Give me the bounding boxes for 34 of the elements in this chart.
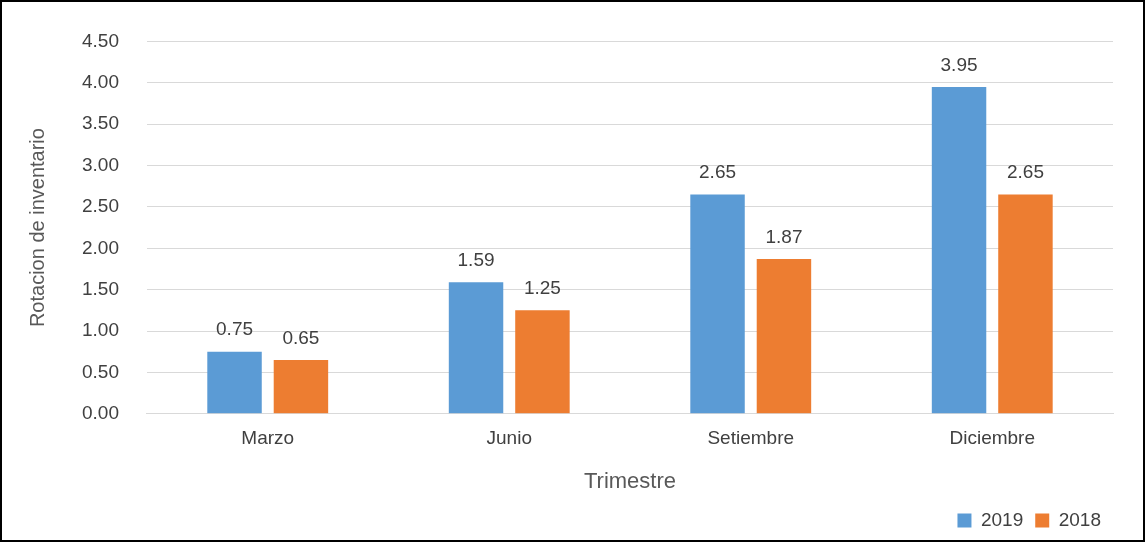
x-tick-label: Diciembre	[949, 427, 1036, 449]
y-tick-label: 0.00	[82, 402, 119, 424]
x-tick-label: Setiembre	[707, 427, 795, 449]
y-tick-label: 3.50	[82, 112, 119, 134]
legend-label: 2019	[980, 508, 1024, 530]
data-label: 3.95	[940, 53, 978, 75]
bar	[207, 351, 262, 414]
bar	[931, 86, 987, 414]
y-tick-label: 2.50	[82, 195, 119, 217]
legend-label: 2018	[1058, 508, 1102, 530]
data-label: 0.65	[282, 326, 320, 348]
y-tick-label: 4.50	[82, 29, 119, 51]
y-tick-label: 0.50	[82, 360, 119, 382]
x-tick-label: Junio	[486, 427, 532, 449]
data-label: 1.59	[457, 248, 495, 270]
y-tick-label: 2.00	[82, 236, 119, 258]
bar	[273, 360, 329, 414]
data-label: 2.65	[699, 161, 737, 183]
y-tick-label: 3.00	[82, 153, 119, 175]
bar	[756, 259, 812, 414]
data-label: 1.87	[765, 225, 803, 247]
bar	[515, 310, 570, 414]
data-label: 1.25	[523, 277, 561, 299]
y-tick-label: 4.00	[82, 71, 119, 93]
bar	[690, 194, 745, 414]
data-label: 0.75	[216, 318, 254, 340]
y-tick-label: 1.50	[82, 277, 119, 299]
bar	[998, 194, 1053, 414]
y-tick-label: 1.00	[82, 319, 119, 341]
data-label: 2.65	[1006, 161, 1044, 183]
bar	[448, 282, 504, 414]
y-axis-title: Rotacion de inventario	[25, 128, 48, 328]
x-tick-label: Marzo	[241, 427, 295, 449]
x-axis-title: Trimestre	[583, 467, 677, 493]
